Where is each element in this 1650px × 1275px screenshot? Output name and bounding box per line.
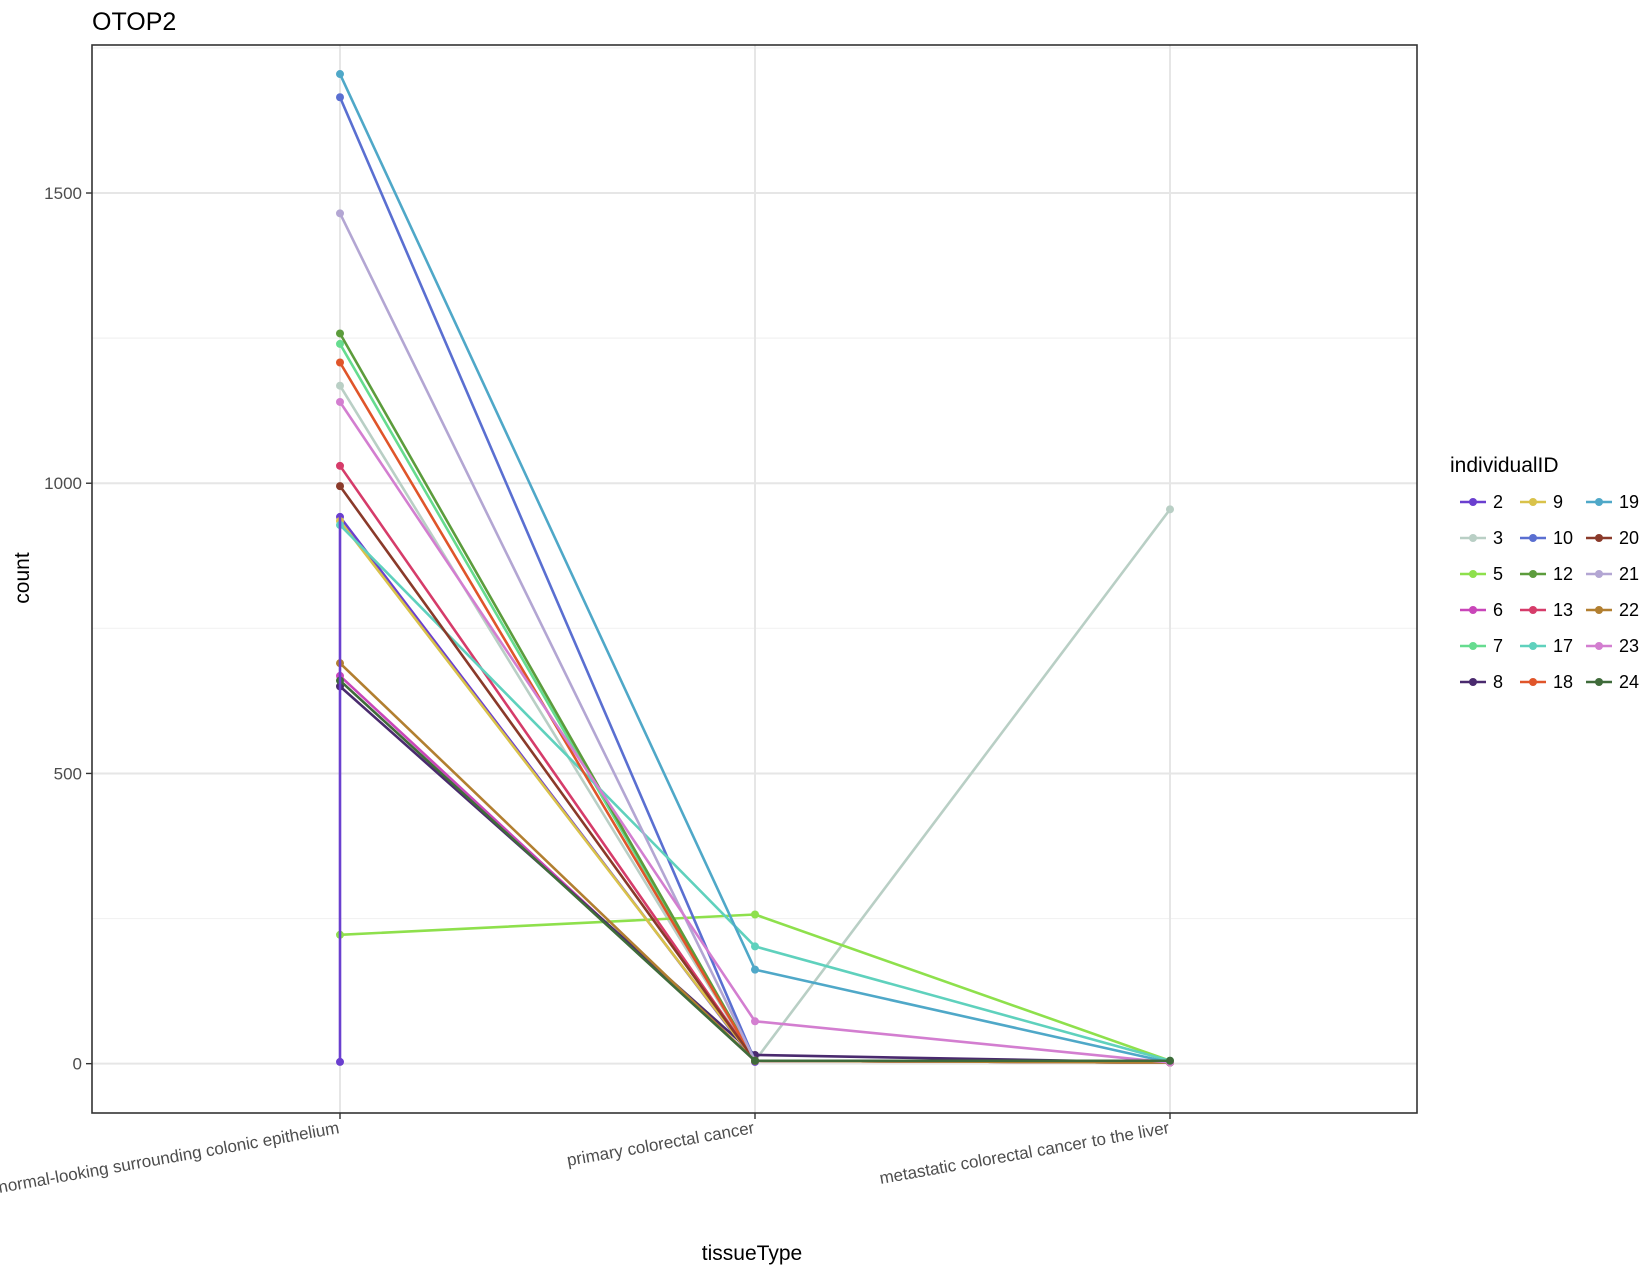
legend-label: 9 — [1553, 492, 1563, 512]
y-tick-label: 1500 — [44, 184, 82, 203]
legend-label: 13 — [1553, 600, 1573, 620]
legend-label: 6 — [1493, 600, 1503, 620]
y-axis-title: count — [11, 552, 34, 604]
legend-key-point — [1595, 606, 1603, 614]
legend-label: 12 — [1553, 564, 1573, 584]
chart-title: OTOP2 — [92, 8, 176, 36]
legend-label: 5 — [1493, 564, 1503, 584]
legend-item-19: 19 — [1586, 492, 1639, 512]
legend-item-8: 8 — [1460, 672, 1503, 692]
legend-label: 19 — [1619, 492, 1639, 512]
data-point — [336, 381, 344, 390]
legend-label: 17 — [1553, 636, 1573, 656]
legend-key-point — [1469, 606, 1477, 614]
legend-item-6: 6 — [1460, 600, 1503, 620]
legend-key-point — [1595, 642, 1603, 650]
x-tick-label: primary colorectal cancer — [565, 1118, 756, 1170]
legend-item-20: 20 — [1586, 528, 1639, 548]
data-point — [336, 397, 344, 406]
legend-label: 7 — [1493, 636, 1503, 656]
legend-key-point — [1469, 534, 1477, 542]
legend-item-9: 9 — [1520, 492, 1563, 512]
data-point — [751, 1056, 759, 1065]
legend-label: 3 — [1493, 528, 1503, 548]
data-point — [336, 358, 344, 367]
series-lines — [336, 70, 1174, 1067]
legend-label: 10 — [1553, 528, 1573, 548]
legend-title: individualID — [1450, 454, 1559, 477]
legend-key-point — [1469, 678, 1477, 686]
legend-key-point — [1595, 534, 1603, 542]
y-tick-label: 0 — [73, 1055, 82, 1074]
legend-key-point — [1529, 498, 1537, 506]
data-point — [336, 70, 344, 79]
legend-item-12: 12 — [1520, 564, 1573, 584]
data-point — [336, 329, 344, 338]
legend-item-7: 7 — [1460, 636, 1503, 656]
data-point — [751, 965, 759, 974]
series-19 — [336, 70, 1174, 1067]
data-point — [336, 209, 344, 218]
legend-key-point — [1529, 678, 1537, 686]
legend-key-point — [1469, 570, 1477, 578]
legend-key-point — [1529, 570, 1537, 578]
legend-label: 20 — [1619, 528, 1639, 548]
legend-item-10: 10 — [1520, 528, 1573, 548]
legend-label: 21 — [1619, 564, 1639, 584]
series-2-extra — [336, 516, 344, 1066]
legend-key-point — [1595, 678, 1603, 686]
x-tick-label: normal-looking surrounding colonic epith… — [0, 1118, 341, 1197]
legend-item-21: 21 — [1586, 564, 1639, 584]
x-tick-label: metastatic colorectal cancer to the live… — [878, 1118, 1171, 1188]
legend-label: 18 — [1553, 672, 1573, 692]
legend-item-23: 23 — [1586, 636, 1639, 656]
legend-key-point — [1469, 642, 1477, 650]
series-23 — [336, 397, 1174, 1067]
legend-label: 8 — [1493, 672, 1503, 692]
legend-item-5: 5 — [1460, 564, 1503, 584]
data-point — [336, 339, 344, 348]
legend-key-point — [1469, 498, 1477, 506]
legend-item-2: 2 — [1460, 492, 1503, 512]
legend-item-24: 24 — [1586, 672, 1639, 692]
legend-label: 22 — [1619, 600, 1639, 620]
legend-item-17: 17 — [1520, 636, 1573, 656]
data-point — [751, 1017, 759, 1026]
legend-key-point — [1595, 498, 1603, 506]
data-point — [751, 942, 759, 951]
legend-label: 2 — [1493, 492, 1503, 512]
data-point — [336, 93, 344, 102]
legend-label: 24 — [1619, 672, 1639, 692]
legend-label: 23 — [1619, 636, 1639, 656]
legend-item-22: 22 — [1586, 600, 1639, 620]
data-point — [1166, 505, 1174, 514]
legend-key-point — [1595, 570, 1603, 578]
legend-item-13: 13 — [1520, 600, 1573, 620]
grid — [92, 45, 1417, 1113]
data-point — [336, 461, 344, 470]
data-point — [336, 482, 344, 491]
legend-key-point — [1529, 606, 1537, 614]
legend-item-18: 18 — [1520, 672, 1573, 692]
y-tick-label: 1000 — [44, 474, 82, 493]
data-point — [336, 1057, 344, 1066]
legend-key-point — [1529, 534, 1537, 542]
legend-key-point — [1529, 642, 1537, 650]
legend-item-3: 3 — [1460, 528, 1503, 548]
data-point — [751, 910, 759, 919]
data-point — [1166, 1056, 1174, 1065]
legend: individualID 235678910121317181920212223… — [1450, 454, 1639, 692]
x-axis-title: tissueType — [702, 1242, 802, 1265]
y-tick-label: 500 — [54, 764, 82, 783]
